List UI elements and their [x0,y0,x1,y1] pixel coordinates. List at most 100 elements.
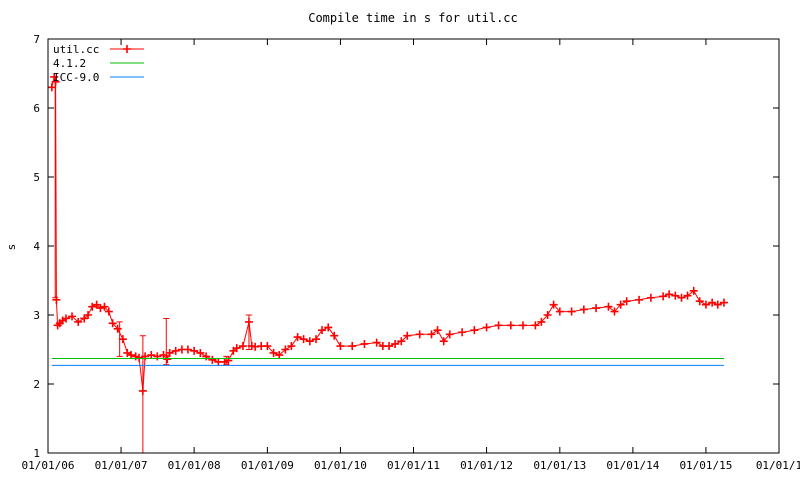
data-point [293,333,302,342]
data-point [518,321,527,330]
data-point [671,291,680,300]
data-point [494,321,503,330]
data-point [537,317,546,326]
data-point [360,339,369,348]
data-point [171,346,180,355]
data-point [719,298,728,307]
data-point [68,312,77,321]
data-point [238,342,247,351]
data-point [190,346,199,355]
x-tick-label: 01/01/06 [22,459,75,472]
data-point [445,330,454,339]
data-point [708,298,717,307]
data-point [281,345,290,354]
data-point [147,351,156,360]
y-tick-label: 1 [33,447,40,460]
data-point [695,297,704,306]
x-tick-label: 01/01/10 [314,459,367,472]
data-point [312,335,321,344]
x-tick-label: 01/01/09 [241,459,294,472]
legend-label: ICC-9.0 [53,71,99,84]
error-bar [163,317,170,366]
data-point [604,302,613,311]
data-point [348,342,357,351]
data-point [47,83,56,92]
plot-frame [47,38,780,454]
data-point [372,338,381,347]
data-point [208,355,217,364]
chart-title: Compile time in s for util.cc [308,11,518,25]
data-point [330,331,339,340]
legend-marker [123,45,131,53]
data-point [263,342,272,351]
x-tick-label: 01/01/12 [460,459,513,472]
data-point [100,302,109,311]
data-point [52,295,61,304]
y-tick-label: 4 [33,240,40,253]
data-point [713,300,722,309]
data-point [324,323,333,332]
data-point [287,342,296,351]
data-point [555,307,564,316]
y-axis-label: s [5,244,18,251]
data-point [84,311,93,319]
y-tick-label: 2 [33,378,40,391]
x-tick-label: 01/01/08 [168,459,221,472]
data-point [433,326,442,335]
data-point [113,324,122,333]
data-point [305,337,314,346]
data-point [318,326,327,335]
data-point [299,335,308,344]
data-point [677,293,686,302]
data-point [232,344,241,353]
axes: 1 2 3 4 5 6 7 01/01/06 01/01/07 01/01/08 01/01/09 0… [22,33,800,472]
data-point [439,337,448,346]
legend-label: 4.1.2 [53,57,86,70]
data-point [163,355,172,364]
data-point [397,337,406,346]
error-bar [116,321,123,357]
y-tick-label: 3 [33,309,40,322]
y-tick-label: 5 [33,171,40,184]
data-point [165,348,174,357]
data-point [635,295,644,304]
data-point [665,290,674,299]
data-point [427,330,436,339]
data-point [202,352,211,361]
data-point [659,292,668,301]
data-point [104,307,113,316]
data-point [689,286,698,295]
data-point [141,352,150,361]
data-point [482,323,491,332]
data-point [549,300,558,309]
data-point [127,351,136,360]
data-point [616,300,625,309]
data-point [683,291,692,300]
x-tick-label: 01/01/11 [387,459,440,472]
data-point [385,342,394,351]
data-point [403,331,412,340]
data-point [610,307,619,316]
data-point [391,339,400,348]
data-point [96,304,105,313]
data-point [224,356,233,365]
data-point [646,293,655,302]
y-tick-label: 7 [33,33,40,46]
data-point [269,348,278,357]
x-tick-label: 01/01/1 [756,459,800,472]
series-1 [47,72,728,454]
x-tick-label: 01/01/15 [679,459,732,472]
data-point [470,326,479,335]
data-point [88,302,97,311]
data-point [531,321,540,330]
series-layer [47,72,728,454]
data-point [579,305,588,314]
series-line [51,76,725,391]
data-point [458,328,467,337]
data-point [62,314,71,323]
data-point [592,304,601,313]
data-point [196,348,205,357]
data-point [153,352,162,361]
